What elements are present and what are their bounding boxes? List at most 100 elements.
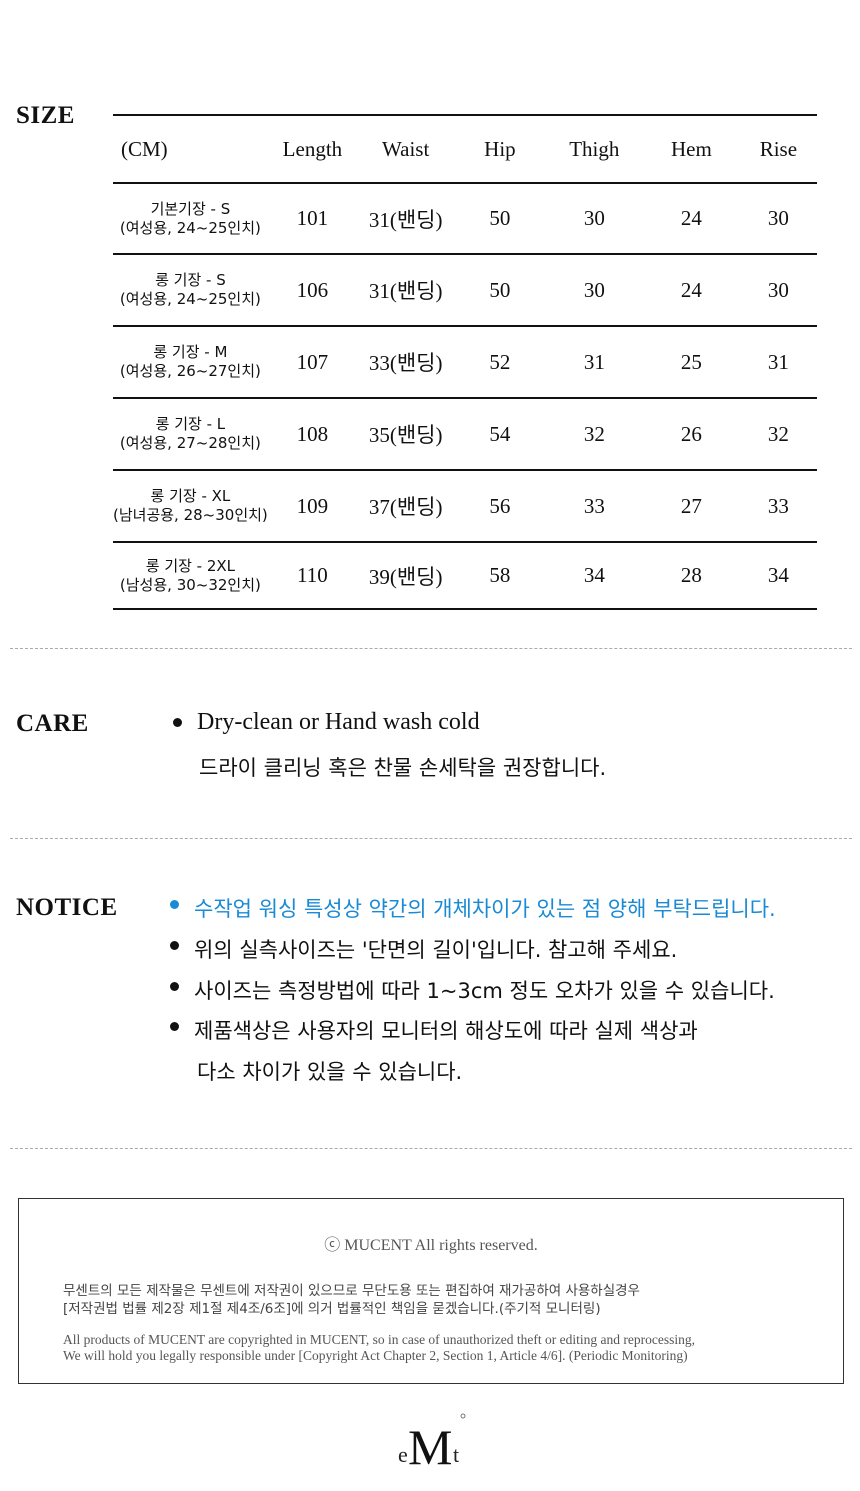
size-name: 롱 기장 - L [155,415,226,433]
value-cell: 30 [545,254,644,327]
bullet-icon [173,718,182,727]
value-cell: 33(밴딩) [357,326,455,399]
bullet-icon [170,1022,179,1031]
divider [10,1148,852,1149]
table-row: 롱 기장 - S (여성용, 24~25인치) 106 31(밴딩) 50 30 24 30 [113,254,817,327]
table-row: 롱 기장 - 2XL (남성용, 30~32인치) 110 39(밴딩) 58 34 28 3… [113,542,817,610]
bullet-icon [170,982,179,991]
value-cell: 50 [454,254,546,327]
notice-text: 위의 실측사이즈는 '단면의 길이'입니다. 참고해 주세요. [194,938,678,962]
value-cell: 31(밴딩) [357,183,455,255]
value-cell: 58 [454,542,546,610]
value-cell: 34 [545,542,644,610]
value-cell: 33 [545,470,644,543]
column-header: Thigh [545,114,644,184]
size-fit: (여성용, 27~28인치) [119,434,261,452]
size-name: 롱 기장 - S [155,271,226,289]
value-cell: 34 [739,542,817,610]
copyright-en-1: All products of MUCENT are copyrighted i… [63,1332,695,1347]
size-name-cell: 롱 기장 - M (여성용, 26~27인치) [113,326,268,399]
care-line-1: Dry-clean or Hand wash cold [197,709,480,735]
copyright-ko-1: 무센트의 모든 제작물은 무센트에 저작권이 있으므로 무단도용 또는 편집하여… [63,1283,640,1299]
value-cell: 39(밴딩) [357,542,455,610]
size-label: SIZE [16,102,75,129]
bullet-icon [170,941,179,950]
value-cell: 56 [454,470,546,543]
value-cell: 107 [267,326,358,399]
value-cell: 26 [643,398,740,471]
size-name-cell: 기본기장 - S (여성용, 24~25인치) [113,183,268,255]
column-header: Rise [739,114,817,184]
value-cell: 33 [739,470,817,543]
copyright-en-2: We will hold you legally responsible und… [63,1348,688,1363]
notice-text: 수작업 워싱 특성상 약간의 개체차이가 있는 점 양해 부탁드립니다. [194,897,776,921]
size-fit: (남녀공용, 28~30인치) [113,506,268,524]
value-cell: 32 [739,398,817,471]
value-cell: 30 [545,183,644,255]
value-cell: 32 [545,398,644,471]
size-name: 롱 기장 - M [153,343,228,361]
size-name-cell: 롱 기장 - S (여성용, 24~25인치) [113,254,268,327]
notice-continuation: 다소 차이가 있을 수 있습니다. [197,1060,463,1084]
value-cell: 30 [739,254,817,327]
value-cell: 24 [643,183,740,255]
size-name: 기본기장 - S [150,199,231,218]
notice-item: 사이즈는 측정방법에 따라 1~3cm 정도 오차가 있을 수 있습니다. [170,975,775,1005]
divider [10,648,852,649]
bullet-icon [170,900,179,909]
table-row: 기본기장 - S (여성용, 24~25인치) 101 31(밴딩) 50 30 24 30 [113,183,817,255]
size-fit: (여성용, 26~27인치) [119,362,261,380]
value-cell: 110 [267,542,358,610]
notice-item: 수작업 워싱 특성상 약간의 개체차이가 있는 점 양해 부탁드립니다. [170,893,776,923]
size-fit: (여성용, 24~25인치) [119,290,261,308]
column-header: Waist [357,114,455,184]
size-name: 롱 기장 - XL [150,487,231,505]
value-cell: 31 [739,326,817,399]
notice-item: 제품색상은 사용자의 모니터의 해상도에 따라 실제 색상과 [170,1015,698,1045]
copyright-text: ⓒ MUCENT All rights reserved. [324,1237,538,1254]
size-fit: (여성용, 24~25인치) [119,218,261,237]
value-cell: 24 [643,254,740,327]
notice-label: NOTICE [16,894,118,921]
size-name-cell: 롱 기장 - 2XL (남성용, 30~32인치) [113,542,268,610]
brand-logo: e M t [398,1413,466,1475]
value-cell: 30 [739,183,817,255]
notice-text: 제품색상은 사용자의 모니터의 해상도에 따라 실제 색상과 [194,1019,698,1043]
size-name-cell: 롱 기장 - XL (남녀공용, 28~30인치) [113,470,268,543]
value-cell: 28 [643,542,740,610]
column-header: Hip [454,114,546,184]
copyright-box: ⓒ MUCENT All rights reserved. 무센트의 모든 제작… [18,1198,844,1384]
size-name-cell: 롱 기장 - L (여성용, 27~28인치) [113,398,268,471]
value-cell: 101 [267,183,358,255]
divider [10,838,852,839]
value-cell: 54 [454,398,546,471]
column-header: Hem [643,114,740,184]
value-cell: 31 [545,326,644,399]
value-cell: 52 [454,326,546,399]
value-cell: 108 [267,398,358,471]
svg-text:t: t [453,1442,459,1467]
column-header: (CM) [113,114,268,184]
svg-text:M: M [408,1419,452,1475]
value-cell: 27 [643,470,740,543]
copyright-ko-2: [저작권법 법률 제2장 제1절 제4조/6조]에 의거 법률적인 책임을 묻겠… [63,1301,601,1317]
size-fit: (남성용, 30~32인치) [119,575,261,594]
notice-item: 위의 실측사이즈는 '단면의 길이'입니다. 참고해 주세요. [170,934,678,964]
value-cell: 37(밴딩) [357,470,455,543]
svg-text:e: e [398,1442,408,1467]
column-header: Length [267,114,358,184]
table-row: 롱 기장 - XL (남녀공용, 28~30인치) 109 37(밴딩) 56 33 27 3… [113,470,817,543]
value-cell: 50 [454,183,546,255]
table-row: 롱 기장 - L (여성용, 27~28인치) 108 35(밴딩) 54 32 26 32 [113,398,817,471]
size-name: 롱 기장 - 2XL [145,556,236,575]
value-cell: 31(밴딩) [357,254,455,327]
table-header-row: (CM) Length Waist Hip Thigh Hem Rise [113,114,817,184]
care-label: CARE [16,710,89,737]
value-cell: 25 [643,326,740,399]
size-table: (CM) Length Waist Hip Thigh Hem Rise 기본기장 - S(… [113,114,817,610]
value-cell: 109 [267,470,358,543]
care-item: Dry-clean or Hand wash cold [173,709,480,736]
table-row: 롱 기장 - M (여성용, 26~27인치) 107 33(밴딩) 52 31 25 31 [113,326,817,399]
value-cell: 106 [267,254,358,327]
